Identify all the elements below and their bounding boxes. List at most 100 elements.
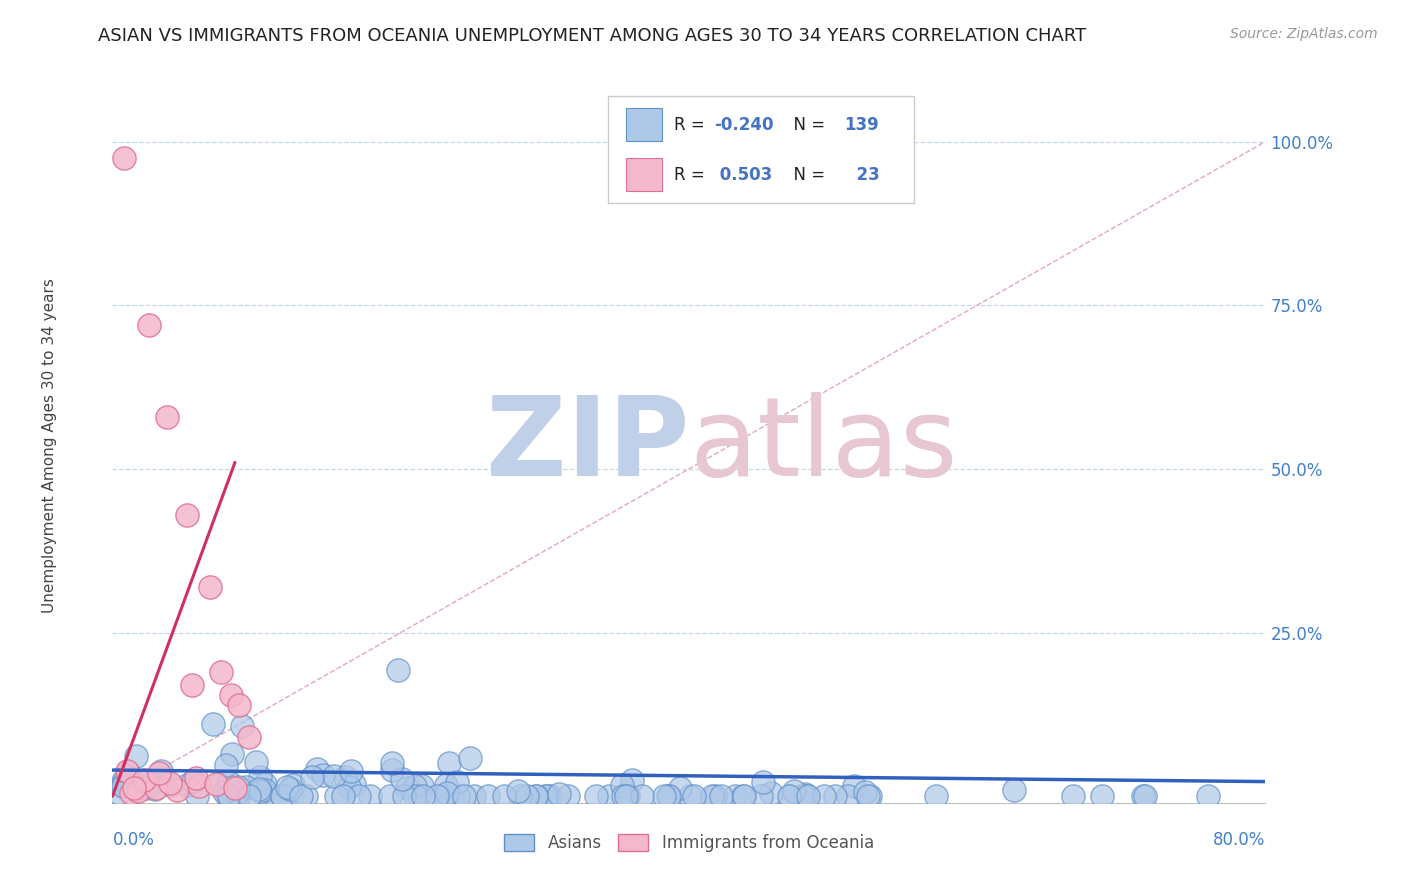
Point — [228, 698, 250, 712]
Point — [215, 758, 238, 772]
Point — [652, 789, 675, 804]
Text: ZIP: ZIP — [485, 392, 689, 500]
Point — [453, 789, 475, 804]
Point — [249, 783, 271, 797]
Point — [264, 789, 287, 804]
Point — [458, 751, 481, 765]
Point — [111, 777, 134, 791]
FancyBboxPatch shape — [626, 109, 662, 141]
Point — [859, 789, 882, 804]
Point — [323, 769, 346, 783]
Point — [156, 409, 179, 424]
Point — [678, 789, 700, 804]
Point — [1133, 789, 1156, 804]
Point — [1062, 789, 1084, 804]
Point — [426, 789, 449, 804]
Point — [620, 773, 643, 788]
Point — [117, 775, 139, 789]
Point — [446, 775, 468, 789]
Point — [181, 774, 204, 789]
Point — [307, 762, 329, 776]
Point — [186, 789, 208, 804]
Point — [108, 786, 131, 800]
Point — [249, 770, 271, 784]
Point — [925, 789, 948, 804]
Point — [238, 789, 260, 804]
Point — [111, 773, 134, 788]
Point — [749, 789, 772, 804]
Point — [516, 789, 538, 804]
Point — [280, 782, 302, 797]
Point — [759, 786, 782, 800]
Point — [752, 774, 775, 789]
Point — [138, 779, 160, 793]
Point — [226, 786, 249, 800]
Point — [209, 665, 232, 679]
Point — [837, 789, 859, 804]
Point — [733, 789, 755, 804]
Point — [159, 776, 181, 790]
Point — [184, 771, 207, 785]
Point — [290, 789, 312, 804]
Point — [702, 789, 724, 804]
Point — [856, 789, 879, 804]
Point — [793, 789, 815, 804]
Point — [617, 789, 640, 804]
FancyBboxPatch shape — [609, 96, 914, 203]
Point — [332, 789, 354, 804]
Point — [683, 789, 706, 804]
Point — [215, 788, 238, 802]
Point — [245, 755, 267, 769]
Point — [281, 778, 304, 792]
Point — [135, 781, 157, 796]
Point — [276, 780, 298, 794]
Point — [534, 789, 557, 804]
Point — [853, 785, 876, 799]
Point — [404, 789, 426, 804]
Point — [794, 788, 817, 802]
Point — [381, 756, 404, 771]
Point — [509, 789, 531, 804]
Point — [120, 786, 142, 800]
Point — [145, 781, 167, 796]
Point — [447, 789, 470, 804]
Point — [208, 777, 231, 791]
Point — [115, 764, 138, 779]
Text: Source: ZipAtlas.com: Source: ZipAtlas.com — [1230, 27, 1378, 41]
Point — [783, 783, 806, 797]
Point — [598, 789, 620, 804]
Text: 0.0%: 0.0% — [112, 831, 155, 849]
Point — [253, 777, 276, 791]
Point — [120, 772, 142, 787]
Point — [411, 779, 433, 793]
Point — [270, 789, 292, 804]
Point — [492, 789, 515, 804]
Point — [669, 781, 692, 796]
Point — [228, 789, 250, 803]
Point — [347, 789, 370, 804]
Point — [778, 789, 800, 804]
Point — [733, 789, 755, 804]
Point — [724, 789, 747, 804]
Point — [148, 766, 170, 780]
Text: atlas: atlas — [689, 392, 957, 500]
Point — [536, 789, 558, 804]
Point — [797, 789, 820, 804]
Point — [166, 782, 188, 797]
Point — [202, 717, 225, 731]
Point — [359, 789, 381, 804]
Point — [224, 781, 246, 796]
Point — [434, 789, 457, 804]
Point — [1091, 789, 1114, 804]
Point — [333, 770, 356, 784]
Point — [122, 781, 145, 796]
Point — [188, 780, 211, 794]
Point — [433, 789, 456, 804]
Point — [436, 778, 458, 792]
Point — [396, 781, 419, 796]
Point — [631, 789, 654, 804]
Point — [1002, 782, 1025, 797]
Text: N =: N = — [783, 116, 831, 134]
Point — [295, 789, 318, 804]
Point — [612, 789, 634, 804]
